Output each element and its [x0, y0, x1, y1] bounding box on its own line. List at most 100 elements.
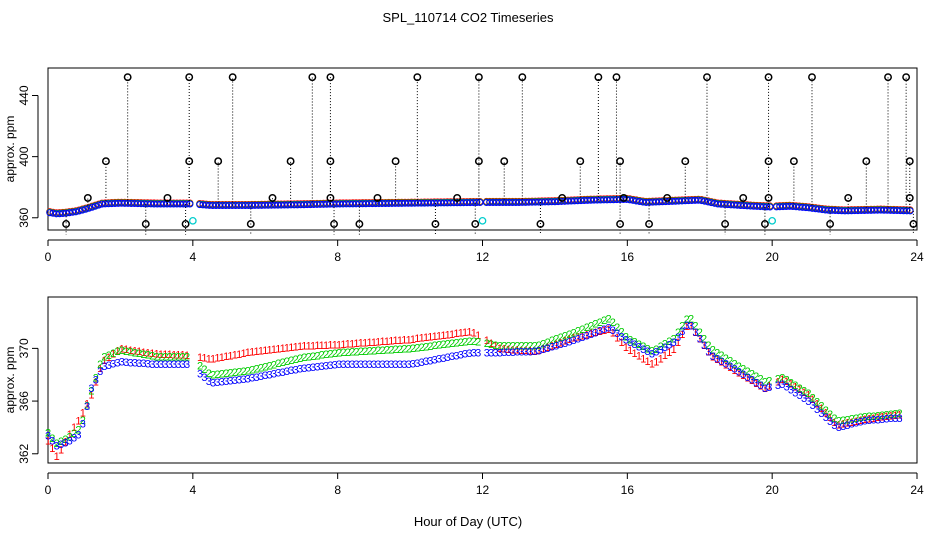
series-3-point: [85, 204, 93, 212]
x-tick-label: 16: [621, 250, 635, 264]
series-3-point: [655, 198, 663, 206]
outlier-point: [518, 73, 527, 82]
series-1-marker: 1: [679, 329, 685, 341]
series-3-point: [225, 202, 233, 210]
series-3-marker: 3: [145, 359, 151, 371]
series-3-point: [349, 200, 357, 208]
series-2-marker: 2: [80, 415, 86, 427]
series-2-marker: 2: [393, 344, 399, 356]
series-1-marker: 1: [93, 376, 99, 388]
series-1-marker: 1: [84, 398, 90, 410]
series-3-marker: 3: [180, 359, 186, 371]
series-3-marker: 3: [870, 415, 876, 427]
series-1-marker: 1: [371, 337, 377, 349]
series-3-point: [717, 200, 725, 208]
series-1-marker: 1: [892, 410, 898, 422]
series-2-marker: 2: [275, 358, 281, 370]
series-2-marker: 2: [805, 388, 811, 400]
series-1-marker: 1: [384, 336, 390, 348]
series-3-marker: 3: [718, 356, 724, 368]
series-1-marker: 1: [636, 351, 642, 363]
series-1-marker: 1: [675, 337, 681, 349]
series-3-point: [72, 208, 80, 216]
series-1-marker: 1: [210, 354, 216, 366]
series-3-point: [56, 210, 64, 218]
series-1-marker: 1: [553, 339, 559, 351]
series-3-point: [271, 201, 279, 209]
series-3-point: [362, 200, 370, 208]
series-2-marker: 2: [123, 346, 129, 358]
series-1-marker: 1: [645, 356, 651, 368]
series-3-marker: 3: [558, 339, 564, 351]
series-3-point: [153, 200, 161, 208]
series-3-point: [786, 202, 794, 210]
series-3-marker: 3: [75, 429, 81, 441]
series-2-marker: 2: [658, 341, 664, 353]
series-1-marker: 1: [710, 351, 716, 363]
series-2-marker: 2: [114, 346, 120, 358]
series-2-marker: 2: [792, 380, 798, 392]
series-3-point: [496, 198, 504, 206]
series-1-marker: 1: [775, 376, 781, 388]
series-3-marker: 3: [662, 342, 668, 354]
series-3-marker: 3: [314, 361, 320, 373]
series-2-marker: 2: [853, 413, 859, 425]
series-2-marker: 2: [775, 373, 781, 385]
series-3-marker: 3: [123, 357, 129, 369]
series-3-marker: 3: [679, 326, 685, 338]
series-1-marker: 1: [271, 344, 277, 356]
series-2-marker: 2: [136, 348, 142, 360]
series-3-marker: 3: [275, 368, 281, 380]
series-1-marker: 1: [336, 339, 342, 351]
series-1-marker: 1: [197, 352, 203, 364]
series-3-marker: 3: [792, 387, 798, 399]
series-1-marker: 1: [579, 330, 585, 342]
series-3-point: [280, 201, 288, 209]
outlier-point: [645, 220, 654, 228]
outlier-point: [558, 193, 567, 202]
series-3-point: [313, 200, 321, 208]
series-2-marker: 2: [514, 341, 520, 353]
outlier-point: [83, 193, 92, 202]
series-3-marker: 3: [171, 359, 177, 371]
series-1-marker: 1: [262, 345, 268, 357]
series-3-point: [78, 206, 86, 214]
series-3-point: [799, 203, 807, 211]
series-3-point: [339, 200, 347, 208]
outlier-point: [268, 193, 277, 202]
series-2-marker: 2: [62, 434, 68, 446]
series-2-marker: 2: [97, 359, 103, 371]
outlier-point: [163, 193, 172, 202]
series-3-marker: 3: [414, 358, 420, 370]
series-2-marker: 2: [714, 347, 720, 359]
series-2-marker: 2: [884, 409, 890, 421]
series-1-marker: 1: [132, 345, 138, 357]
series-3-point: [111, 199, 119, 207]
series-3-point: [821, 206, 829, 214]
series-1-marker: 1: [662, 350, 668, 362]
series-3-point: [215, 202, 223, 210]
series-3-marker: 3: [375, 359, 381, 371]
series-3-marker: 3: [353, 359, 359, 371]
series-3-point: [486, 198, 494, 206]
series-2-marker: 2: [384, 345, 390, 357]
series-2-marker: 2: [462, 336, 468, 348]
series-2-marker: 2: [132, 347, 138, 359]
series-3-marker: 3: [853, 418, 859, 430]
y-axis-label: approx. ppm: [3, 116, 17, 183]
series-3-marker: 3: [519, 347, 525, 359]
series-1-marker: 1: [640, 353, 646, 365]
series-2-marker: 2: [345, 347, 351, 359]
outlier-point: [214, 157, 223, 166]
series-3-marker: 3: [62, 437, 68, 449]
series-2-marker: 2: [141, 349, 147, 361]
series-3-marker: 3: [119, 357, 125, 369]
series-3-point: [310, 201, 318, 209]
series-2-marker: 2: [227, 368, 233, 380]
series-1-marker: 1: [75, 415, 81, 427]
series-3-marker: 3: [701, 340, 707, 352]
outlier-point: [185, 73, 194, 82]
x-tick-label: 16: [621, 483, 635, 497]
series-3-point: [740, 202, 748, 210]
series-1-marker: 1: [353, 338, 359, 350]
